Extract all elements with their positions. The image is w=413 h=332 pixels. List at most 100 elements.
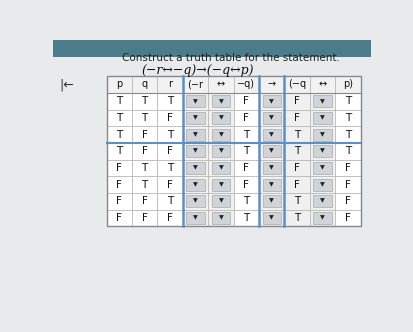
Bar (263, 162, 281, 174)
Bar (132, 126, 157, 143)
Text: F: F (243, 163, 249, 173)
Text: T: T (294, 146, 300, 156)
Text: (−q: (−q (288, 79, 306, 90)
Text: T: T (116, 146, 122, 156)
Text: ↔: ↔ (318, 79, 327, 90)
Bar (234, 126, 259, 143)
Text: ▼: ▼ (320, 215, 325, 220)
Bar (208, 126, 234, 143)
Bar (186, 112, 204, 124)
Bar (313, 95, 332, 107)
Bar (132, 176, 157, 193)
Text: ▼: ▼ (269, 99, 274, 104)
Bar (263, 195, 281, 207)
Bar (313, 212, 332, 224)
Bar (107, 176, 132, 193)
Bar (285, 193, 310, 209)
Text: (−r: (−r (188, 79, 204, 90)
Bar (259, 209, 285, 226)
Bar (335, 126, 361, 143)
Text: q: q (142, 79, 148, 90)
Text: F: F (116, 213, 122, 223)
Bar (107, 76, 132, 93)
Text: ▼: ▼ (320, 165, 325, 170)
Bar (335, 193, 361, 209)
Bar (107, 76, 361, 226)
Bar (183, 126, 208, 143)
Bar (157, 193, 183, 209)
Text: T: T (243, 129, 249, 139)
Text: ▼: ▼ (218, 149, 223, 154)
Bar (310, 193, 335, 209)
Bar (208, 160, 234, 176)
Bar (157, 176, 183, 193)
Text: ▼: ▼ (269, 215, 274, 220)
Bar (335, 160, 361, 176)
Bar (186, 128, 204, 140)
Bar (183, 160, 208, 176)
Bar (313, 128, 332, 140)
Bar (132, 209, 157, 226)
Bar (212, 128, 230, 140)
Bar (259, 143, 285, 160)
Text: F: F (345, 180, 351, 190)
Text: T: T (167, 196, 173, 206)
Text: T: T (142, 163, 148, 173)
Text: F: F (167, 180, 173, 190)
Text: ▼: ▼ (320, 99, 325, 104)
Text: T: T (294, 196, 300, 206)
Text: F: F (142, 196, 147, 206)
Bar (259, 193, 285, 209)
Text: ▼: ▼ (193, 165, 198, 170)
Bar (157, 160, 183, 176)
Text: ▼: ▼ (269, 182, 274, 187)
Bar (208, 209, 234, 226)
Bar (259, 110, 285, 126)
Text: F: F (243, 180, 249, 190)
Bar (208, 193, 234, 209)
Text: F: F (294, 113, 300, 123)
Bar (186, 162, 204, 174)
Text: T: T (243, 213, 249, 223)
Text: ▼: ▼ (193, 149, 198, 154)
Bar (132, 110, 157, 126)
Bar (212, 162, 230, 174)
Bar (208, 110, 234, 126)
Text: T: T (116, 113, 122, 123)
Bar (263, 95, 281, 107)
Bar (208, 76, 234, 93)
Bar (259, 160, 285, 176)
Text: ▼: ▼ (218, 182, 223, 187)
Text: ▼: ▼ (269, 132, 274, 137)
Text: F: F (345, 196, 351, 206)
Text: ▼: ▼ (269, 165, 274, 170)
Bar (259, 176, 285, 193)
Text: ▼: ▼ (320, 132, 325, 137)
Bar (132, 143, 157, 160)
Text: T: T (167, 96, 173, 106)
Text: F: F (243, 113, 249, 123)
Bar (208, 176, 234, 193)
Bar (234, 143, 259, 160)
Bar (212, 195, 230, 207)
Bar (208, 143, 234, 160)
Text: −q): −q) (237, 79, 255, 90)
Bar (335, 143, 361, 160)
Text: T: T (345, 146, 351, 156)
Text: T: T (294, 213, 300, 223)
Bar (157, 143, 183, 160)
Text: ▼: ▼ (218, 132, 223, 137)
Bar (183, 143, 208, 160)
Text: ▼: ▼ (193, 132, 198, 137)
Text: ▼: ▼ (193, 182, 198, 187)
Text: |←: |← (59, 78, 74, 91)
Text: T: T (243, 196, 249, 206)
Text: ▼: ▼ (320, 116, 325, 121)
Text: ▼: ▼ (269, 149, 274, 154)
Text: p: p (116, 79, 122, 90)
Bar (310, 176, 335, 193)
Bar (107, 126, 132, 143)
Text: ▼: ▼ (218, 199, 223, 204)
Text: F: F (294, 180, 300, 190)
Bar (234, 110, 259, 126)
